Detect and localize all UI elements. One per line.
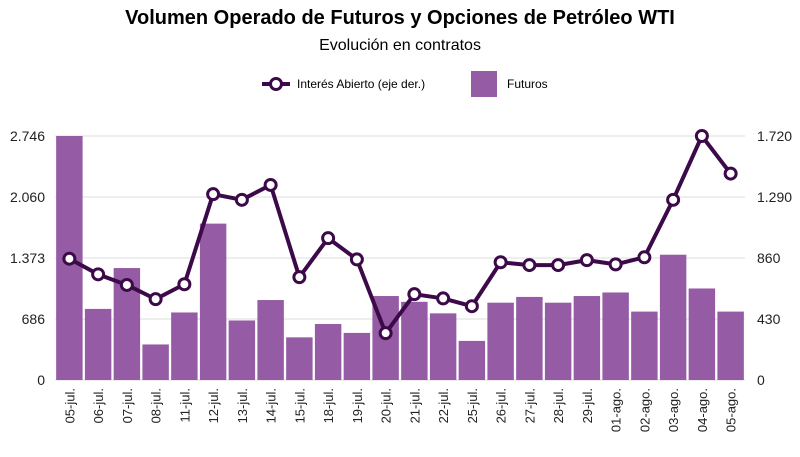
chart-subtitle: Evolución en contratos xyxy=(319,37,481,54)
legend-bar-swatch xyxy=(471,71,497,97)
futuros-bar xyxy=(487,302,514,380)
right-tick-label: 1.290 xyxy=(757,189,792,205)
x-tick-label: 21-jul. xyxy=(407,388,422,423)
x-tick-label: 01-ago. xyxy=(609,388,624,432)
interes-abierto-point xyxy=(493,255,508,270)
legend-label-futuros: Futuros xyxy=(507,77,548,91)
futuros-bar xyxy=(142,344,169,380)
x-tick-label: 29-jul. xyxy=(580,388,595,423)
futuros-bar xyxy=(401,301,428,380)
interes-abierto-point xyxy=(177,277,192,292)
x-tick-label: 03-ago. xyxy=(666,388,681,432)
interes-abierto-point xyxy=(723,166,738,181)
x-tick-label: 20-jul. xyxy=(379,388,394,423)
futuros-bar xyxy=(516,296,543,380)
interes-abierto-point xyxy=(206,187,221,202)
interes-abierto-point xyxy=(148,292,163,307)
x-tick-label: 02-ago. xyxy=(637,388,652,432)
interes-abierto-point xyxy=(378,326,393,341)
x-tick-label: 22-jul. xyxy=(436,388,451,423)
futuros-bar xyxy=(688,288,716,380)
legend: Interés Abierto (eje der.) Futuros xyxy=(262,71,548,97)
left-tick-label: 1.373 xyxy=(10,250,45,266)
futuros-bar xyxy=(314,324,342,380)
futuros-bar xyxy=(84,308,112,380)
interes-abierto-point xyxy=(349,252,364,267)
futuros-bar xyxy=(544,302,572,380)
left-tick-label: 2.060 xyxy=(10,189,45,205)
interes-abierto-point xyxy=(234,192,249,207)
x-tick-label: 19-jul. xyxy=(350,388,365,423)
interes-abierto-point xyxy=(637,250,652,265)
futuros-bar xyxy=(573,296,601,380)
gridlines xyxy=(55,135,745,381)
x-tick-label: 11-jul. xyxy=(177,388,192,422)
interes-abierto-point xyxy=(119,277,134,292)
futuros-bar xyxy=(228,320,256,380)
interes-abierto-point xyxy=(263,177,278,192)
interes-abierto-point xyxy=(694,129,709,143)
x-tick-label: 05-ago. xyxy=(724,388,739,432)
x-tick-label: 28-jul. xyxy=(551,388,566,423)
left-tick-label: 0 xyxy=(37,372,45,388)
x-tick-label: 12-jul. xyxy=(206,388,221,423)
interes-abierto-line xyxy=(62,129,738,341)
futuros-bar xyxy=(717,311,744,380)
interes-abierto-point xyxy=(436,291,451,306)
interes-abierto-point xyxy=(522,258,537,273)
x-tick-label: 13-jul. xyxy=(235,388,250,423)
interes-abierto-point xyxy=(292,270,307,285)
right-tick-label: 430 xyxy=(757,311,781,327)
futuros-bar xyxy=(257,300,284,380)
x-tick-label: 04-ago. xyxy=(695,388,710,432)
futuros-bar xyxy=(659,254,687,380)
futuros-bar xyxy=(343,332,371,380)
x-tick-label: 05-jul. xyxy=(62,388,77,423)
x-tick-label: 25-jul. xyxy=(465,388,480,423)
x-tick-label: 07-jul. xyxy=(120,388,135,423)
interes-abierto-point xyxy=(579,253,594,268)
interes-abierto-point xyxy=(464,299,479,314)
right-tick-label: 0 xyxy=(757,372,765,388)
left-axis: 0 686 1.373 2.060 2.746 xyxy=(10,128,45,388)
x-tick-label: 18-jul. xyxy=(321,388,336,423)
chart-title: Volumen Operado de Futuros y Opciones de… xyxy=(125,7,675,29)
futuros-bar xyxy=(286,337,313,380)
x-axis: 05-jul. 06-jul. 07-jul. 08-jul. 11-jul. 12-ju… xyxy=(62,388,738,432)
futuros-bar xyxy=(171,312,198,380)
right-tick-label: 860 xyxy=(757,250,781,266)
x-tick-label: 06-jul. xyxy=(91,388,106,423)
x-tick-label: 15-jul. xyxy=(292,388,307,423)
right-axis: 0 430 860 1.290 1.720 xyxy=(757,128,792,388)
legend-label-interes-abierto: Interés Abierto (eje der.) xyxy=(297,77,425,91)
x-tick-label: 26-jul. xyxy=(494,388,509,423)
right-tick-label: 1.720 xyxy=(757,128,792,144)
interes-abierto-series-line xyxy=(68,134,733,336)
futuros-bar xyxy=(631,311,658,380)
interes-abierto-point xyxy=(62,251,77,266)
left-tick-label: 2.746 xyxy=(10,128,45,144)
left-tick-label: 686 xyxy=(22,311,46,327)
futuros-bar xyxy=(602,292,629,380)
x-tick-label: 14-jul. xyxy=(264,388,279,423)
legend-line-marker xyxy=(269,77,283,91)
interes-abierto-point xyxy=(407,287,422,302)
futuros-bars xyxy=(56,136,744,380)
interes-abierto-point xyxy=(666,192,681,207)
x-tick-label: 08-jul. xyxy=(149,388,164,423)
interes-abierto-point xyxy=(608,257,623,272)
interes-abierto-point xyxy=(321,231,336,246)
interes-abierto-point xyxy=(91,267,106,282)
futuros-bar xyxy=(429,313,457,380)
x-tick-label: 27-jul. xyxy=(522,388,537,423)
futuros-bar xyxy=(458,340,486,380)
interes-abierto-point xyxy=(551,258,566,273)
futuros-bar xyxy=(199,223,227,380)
